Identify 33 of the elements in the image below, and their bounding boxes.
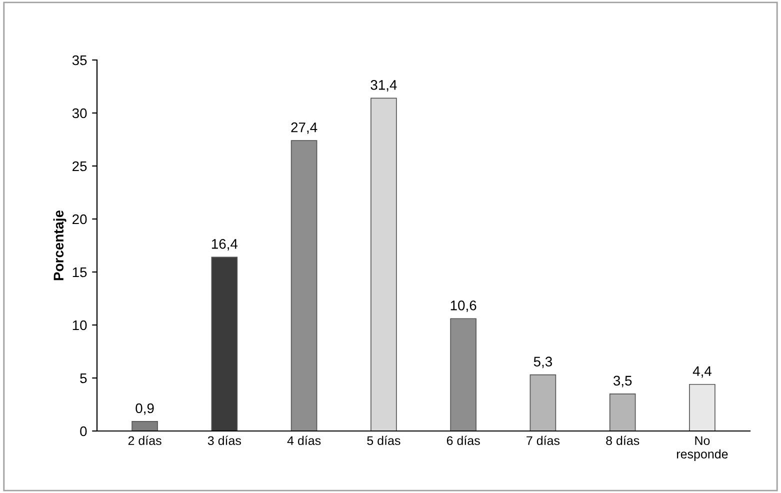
data-label: 27,4 bbox=[291, 122, 318, 134]
data-label: 0,9 bbox=[136, 403, 154, 415]
data-label: 10,6 bbox=[450, 300, 476, 312]
data-label: 16,4 bbox=[212, 239, 238, 250]
x-tick-label: 6 días bbox=[446, 436, 480, 446]
y-tick-label: 10 bbox=[72, 320, 87, 330]
x-tick-label: 8 días bbox=[606, 436, 640, 446]
x-tick-label: 5 días bbox=[367, 436, 400, 446]
x-tick-label: 7 días bbox=[526, 436, 560, 446]
y-tick-label: 15 bbox=[72, 267, 87, 278]
y-tick-label: 30 bbox=[72, 108, 87, 118]
x-tick-label: No responde bbox=[676, 436, 728, 461]
y-tick-label: 20 bbox=[72, 214, 87, 224]
data-label: 4,4 bbox=[692, 366, 712, 378]
bar bbox=[132, 421, 158, 431]
y-tick-label: 5 bbox=[80, 373, 87, 384]
data-label: 31,4 bbox=[370, 80, 397, 92]
x-tick-label: 3 días bbox=[208, 436, 241, 446]
y-axis-title: Porcentaje bbox=[53, 210, 66, 280]
y-tick-label: 0 bbox=[80, 426, 87, 436]
bar bbox=[290, 140, 318, 431]
bar bbox=[689, 384, 716, 431]
data-label: 5,3 bbox=[534, 356, 552, 368]
bar bbox=[609, 393, 636, 431]
y-tick-label: 25 bbox=[72, 161, 87, 172]
x-tick-label: 4 días bbox=[287, 436, 321, 446]
data-label: 3,5 bbox=[613, 376, 632, 388]
x-tick-label: 2 días bbox=[128, 436, 162, 446]
bar bbox=[450, 318, 476, 431]
bar bbox=[370, 98, 397, 431]
bar bbox=[211, 256, 238, 431]
bar bbox=[530, 374, 556, 431]
y-tick-label: 35 bbox=[72, 55, 87, 66]
